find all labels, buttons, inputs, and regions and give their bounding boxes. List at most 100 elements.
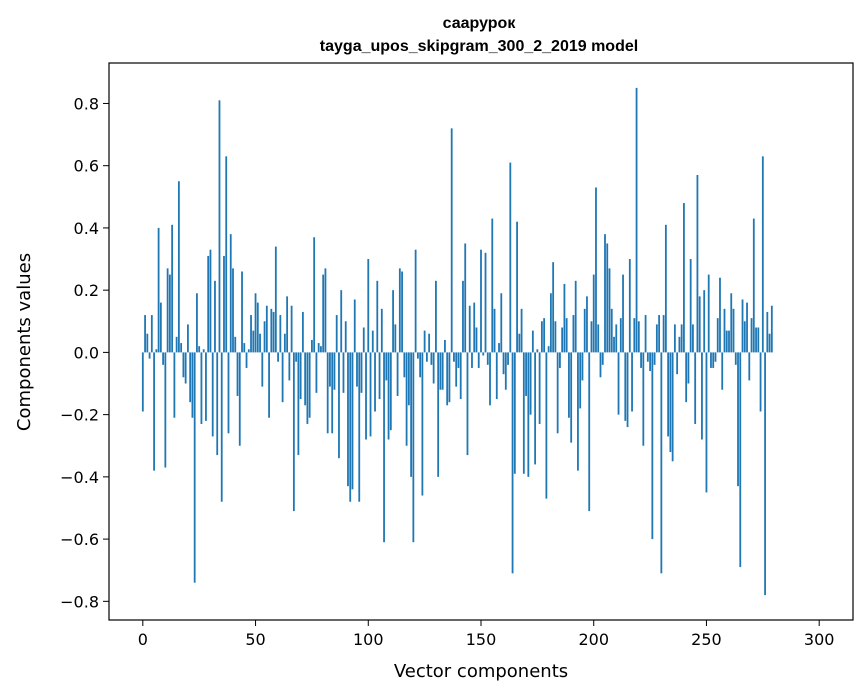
bar-133 bbox=[441, 352, 444, 390]
bar-181 bbox=[549, 293, 552, 353]
bar-272 bbox=[755, 327, 757, 353]
bar-78 bbox=[317, 343, 320, 353]
bar-111 bbox=[392, 290, 394, 353]
bar-248 bbox=[701, 352, 703, 440]
bar-252 bbox=[710, 352, 712, 368]
bar-191 bbox=[572, 315, 575, 353]
bar-123 bbox=[419, 352, 422, 378]
plot-frame bbox=[108, 62, 854, 621]
bar-168 bbox=[520, 308, 523, 353]
bar-0 bbox=[141, 352, 144, 412]
bar-46 bbox=[245, 352, 248, 368]
bar-245 bbox=[694, 352, 697, 424]
bar-209 bbox=[613, 336, 615, 353]
bar-192 bbox=[574, 280, 577, 353]
bar-8 bbox=[159, 302, 162, 353]
bar-154 bbox=[489, 352, 491, 406]
bar-233 bbox=[667, 352, 670, 437]
bar-193 bbox=[577, 352, 579, 471]
bar-85 bbox=[333, 352, 336, 390]
bar-74 bbox=[308, 352, 311, 418]
bar-204 bbox=[601, 352, 604, 365]
bar-260 bbox=[728, 330, 730, 353]
bar-161 bbox=[504, 352, 507, 390]
bar-220 bbox=[637, 321, 640, 353]
y-tick-label: 0.8 bbox=[74, 94, 99, 113]
bar-32 bbox=[214, 280, 216, 353]
bar-279 bbox=[770, 305, 773, 353]
bar-171 bbox=[527, 352, 530, 477]
bar-113 bbox=[396, 352, 399, 396]
bar-130 bbox=[435, 280, 437, 353]
bar-56 bbox=[268, 352, 270, 418]
bar-26 bbox=[200, 352, 203, 424]
bar-63 bbox=[283, 333, 286, 353]
bar-58 bbox=[272, 311, 275, 353]
bar-37 bbox=[225, 156, 228, 353]
bar-84 bbox=[331, 352, 334, 434]
bar-51 bbox=[256, 302, 259, 353]
bar-144 bbox=[466, 352, 469, 456]
bar-24 bbox=[196, 293, 198, 353]
bar-184 bbox=[556, 352, 559, 434]
bar-140 bbox=[457, 352, 460, 368]
bar-153 bbox=[486, 352, 489, 365]
y-tick-label: 0.4 bbox=[74, 219, 99, 238]
bar-229 bbox=[658, 315, 661, 353]
bar-190 bbox=[570, 352, 573, 443]
bar-64 bbox=[286, 296, 289, 353]
bar-18 bbox=[182, 352, 185, 378]
bar-185 bbox=[559, 352, 561, 368]
bar-141 bbox=[459, 352, 462, 400]
bar-187 bbox=[563, 283, 566, 353]
bar-19 bbox=[184, 352, 187, 384]
bar-166 bbox=[516, 221, 518, 353]
bar-90 bbox=[344, 321, 347, 353]
bar-6 bbox=[155, 349, 158, 353]
y-tick-label: −0.6 bbox=[60, 530, 99, 549]
bar-27 bbox=[202, 349, 205, 353]
bar-162 bbox=[507, 352, 509, 365]
bar-186 bbox=[561, 327, 564, 353]
bar-76 bbox=[313, 237, 316, 353]
bar-21 bbox=[189, 352, 192, 403]
bar-240 bbox=[683, 203, 685, 353]
bar-1 bbox=[144, 315, 146, 353]
bar-47 bbox=[247, 349, 250, 353]
bar-3 bbox=[148, 352, 151, 359]
bar-165 bbox=[513, 352, 516, 474]
bar-131 bbox=[437, 352, 440, 477]
y-tick-label: −0.4 bbox=[60, 468, 99, 487]
bar-73 bbox=[306, 352, 309, 424]
bar-52 bbox=[259, 333, 261, 353]
bar-238 bbox=[678, 336, 681, 353]
bar-207 bbox=[608, 268, 611, 353]
bar-77 bbox=[315, 352, 318, 393]
bar-80 bbox=[322, 274, 325, 353]
bar-263 bbox=[734, 352, 737, 365]
bar-249 bbox=[703, 290, 706, 353]
bar-183 bbox=[554, 321, 557, 353]
bar-151 bbox=[482, 352, 485, 356]
bar-170 bbox=[525, 352, 527, 396]
bar-62 bbox=[281, 352, 284, 403]
bar-221 bbox=[640, 352, 642, 368]
bar-172 bbox=[529, 352, 532, 415]
bar-127 bbox=[428, 333, 431, 353]
bar-234 bbox=[669, 352, 672, 452]
bar-247 bbox=[698, 296, 701, 353]
bar-9 bbox=[162, 352, 165, 365]
bar-92 bbox=[349, 352, 352, 502]
bar-36 bbox=[223, 255, 225, 353]
bar-129 bbox=[432, 352, 435, 384]
bar-75 bbox=[311, 339, 313, 353]
bar-189 bbox=[568, 352, 570, 418]
bar-199 bbox=[590, 321, 593, 353]
bar-82 bbox=[326, 352, 329, 434]
bar-257 bbox=[721, 352, 724, 390]
bar-112 bbox=[394, 324, 397, 353]
bar-212 bbox=[619, 318, 622, 353]
bar-series bbox=[141, 87, 773, 596]
bar-103 bbox=[374, 352, 376, 412]
bar-214 bbox=[624, 352, 627, 421]
